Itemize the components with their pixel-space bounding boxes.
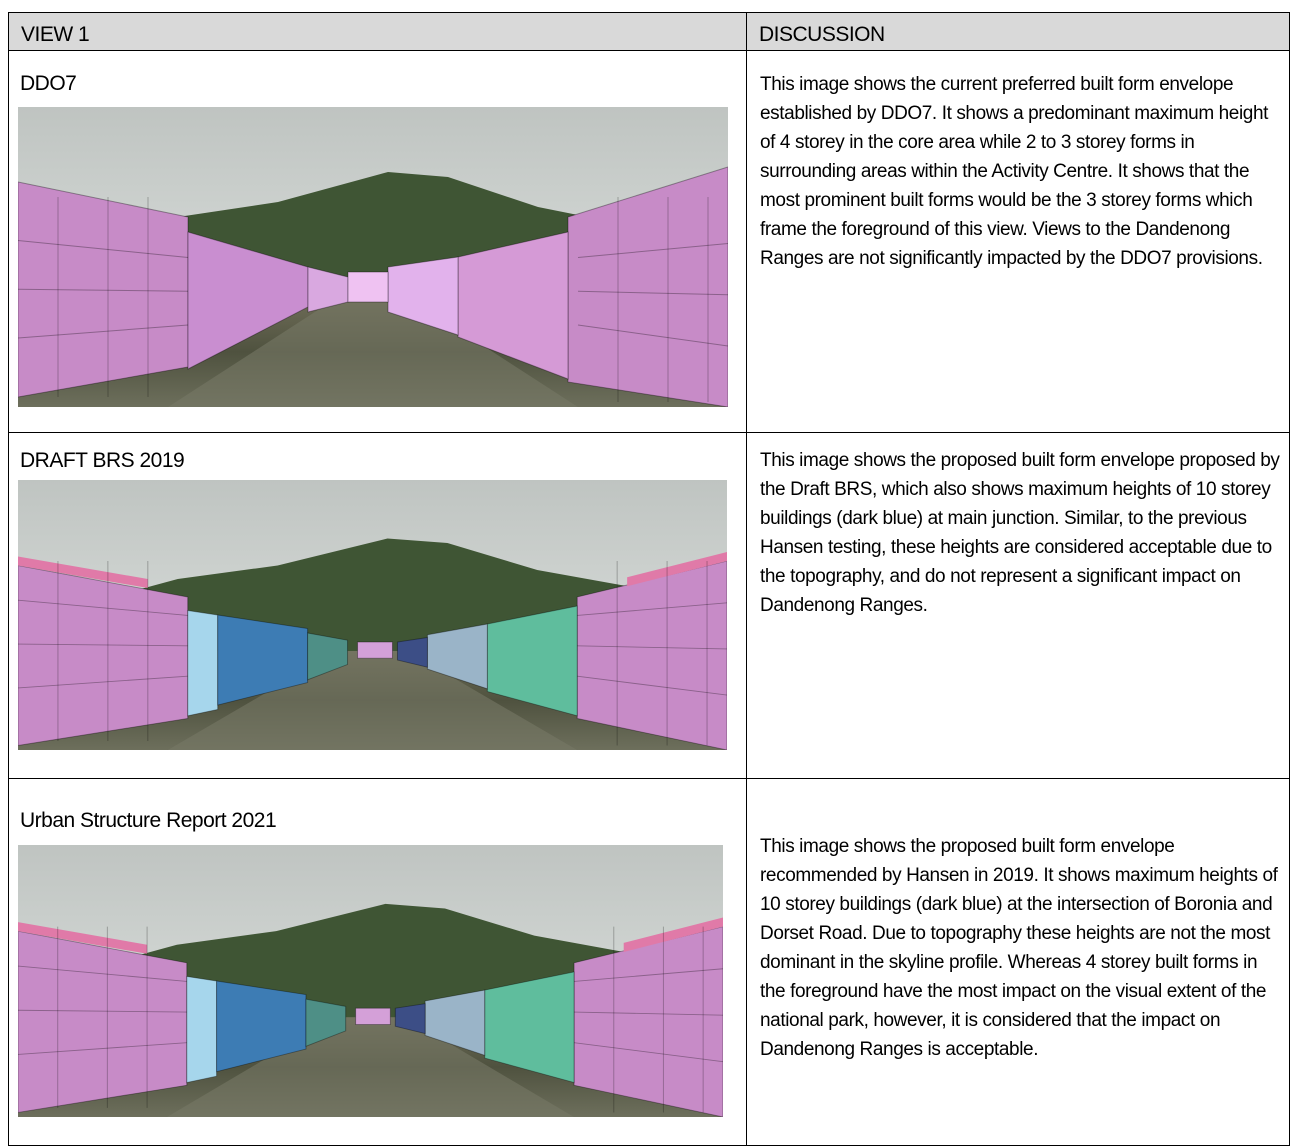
building (217, 614, 309, 706)
render-image (18, 480, 727, 750)
floor-line (18, 965, 187, 982)
floor-line (574, 968, 723, 982)
building (347, 271, 389, 303)
roof (18, 922, 148, 954)
render-image (18, 845, 723, 1117)
floor-line (577, 324, 728, 347)
building (18, 565, 189, 746)
view-title: DDO7 (20, 72, 77, 95)
building (484, 971, 575, 1084)
floor-line (18, 643, 188, 647)
building (216, 980, 307, 1073)
floor-line (577, 243, 728, 258)
building (186, 975, 218, 1084)
building (396, 636, 428, 668)
header-text: DISCUSSION (759, 23, 885, 46)
building (486, 605, 578, 717)
discussion-text: This image shows the proposed built form… (760, 836, 1278, 1060)
view-title: DRAFT BRS 2019 (20, 449, 185, 472)
render-image (18, 107, 728, 407)
floor-line (18, 288, 189, 292)
header-cell: VIEW 1 (8, 12, 747, 51)
building (424, 989, 486, 1056)
floor-line (18, 1042, 187, 1055)
building (567, 166, 728, 407)
building (355, 1007, 391, 1025)
header-text: VIEW 1 (21, 23, 90, 46)
road (167, 651, 578, 750)
road (166, 1017, 575, 1117)
building (394, 1003, 426, 1035)
floor-line (18, 675, 188, 689)
building (18, 930, 188, 1113)
roof (18, 556, 148, 588)
roof (623, 917, 723, 952)
view-title: Urban Structure Report 2021 (20, 809, 277, 832)
building (307, 632, 349, 681)
road (168, 297, 578, 407)
building (457, 231, 569, 380)
header-cell: DISCUSSION (746, 12, 1290, 51)
building (357, 641, 393, 659)
discussion-text: This image shows the proposed built form… (760, 450, 1280, 616)
floor-line (577, 602, 727, 616)
building (426, 623, 488, 690)
floor-line (18, 599, 188, 616)
floor-line (577, 645, 727, 650)
floor-line (577, 675, 727, 696)
building (187, 609, 219, 717)
roof (627, 552, 727, 587)
discussion-text: This image shows the current preferred b… (760, 74, 1268, 269)
building (305, 998, 347, 1047)
floor-line (573, 1042, 723, 1063)
floor-line (18, 240, 189, 258)
building (387, 256, 459, 336)
floor-line (574, 1011, 723, 1016)
floor-line (577, 290, 728, 296)
floor-line (18, 324, 189, 339)
floor-line (18, 1009, 187, 1013)
